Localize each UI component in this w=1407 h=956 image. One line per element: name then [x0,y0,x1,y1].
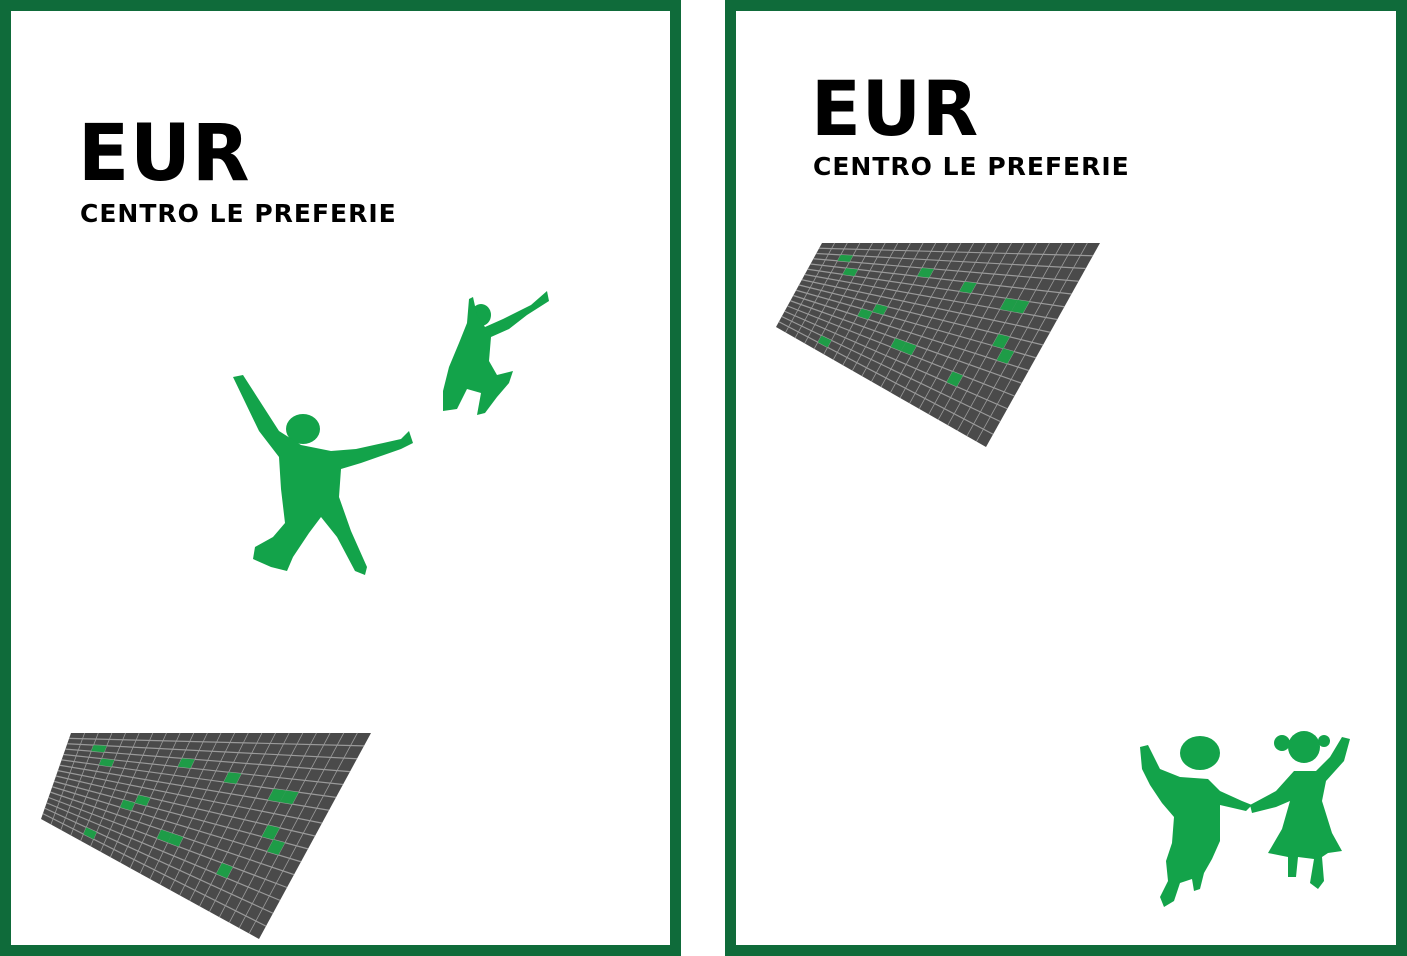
jumping-person-icon [233,375,413,575]
children-holding-hands-icon [1140,731,1350,907]
poster-left: EUR CENTRO LE PREFERIE [0,0,681,956]
poster-title: EUR [811,64,980,153]
poster-subtitle: CENTRO LE PREFERIE [80,199,397,228]
poster-left-artwork [41,291,549,939]
poster-right: EUR CENTRO LE PREFERIE [725,0,1407,956]
poster-title: EUR [78,109,251,199]
poster-subtitle: CENTRO LE PREFERIE [813,152,1130,181]
building-facade-icon [41,732,371,939]
poster-right-artwork [776,242,1350,907]
building-facade-icon [776,242,1100,447]
jumping-person-icon [443,291,549,415]
